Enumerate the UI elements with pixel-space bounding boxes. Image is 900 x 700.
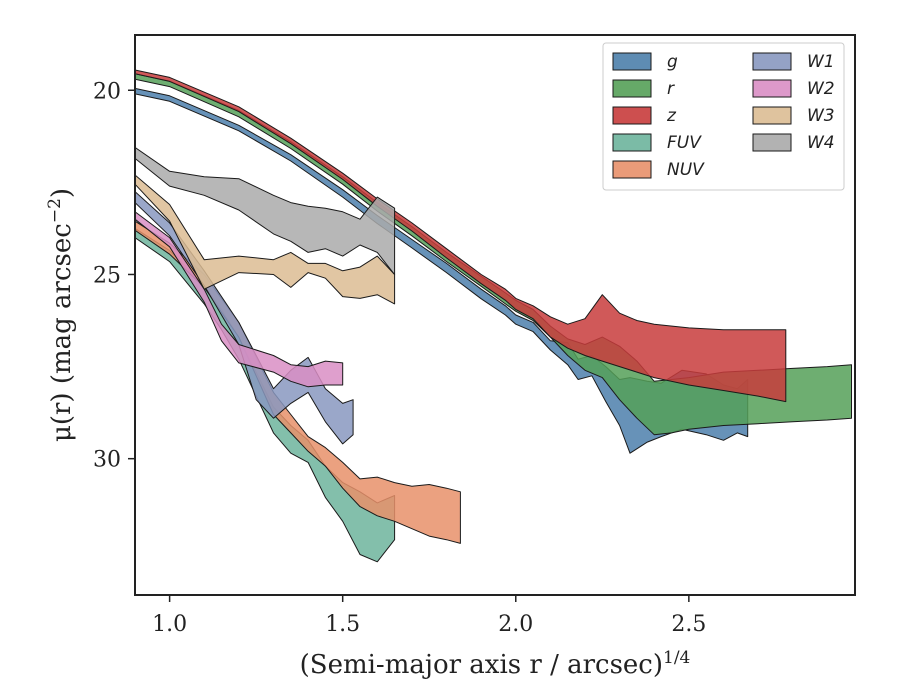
profile-bands [135, 69, 852, 563]
legend-swatch-g [612, 52, 652, 71]
legend-label-g: g [667, 52, 678, 72]
y-tick-label: 20 [93, 79, 121, 104]
legend-swatch-z [612, 106, 652, 125]
plot-frame [134, 34, 856, 596]
legend-swatch-w1 [752, 52, 792, 71]
x-axis-ticks: 1.0 1.5 2.0 2.5 [152, 595, 706, 637]
y-axis-label: μ(r) (mag arcsec−2) [45, 188, 77, 442]
band-w2 [135, 211, 344, 388]
legend-label-z: z [666, 106, 677, 126]
x-tick-label: 1.5 [325, 612, 360, 637]
legend-label-w2: W2 [807, 79, 835, 99]
y-tick-label: 30 [93, 448, 121, 473]
legend-label-fuv: FUV [667, 133, 702, 153]
legend-swatch-w3 [752, 106, 792, 125]
legend-swatch-fuv [612, 133, 652, 152]
legend-swatch-nuv [612, 160, 652, 179]
legend-swatch-r [612, 79, 652, 98]
x-axis-label: (Semi-major axis r / arcsec)1/4 [300, 648, 691, 680]
legend-label-nuv: NUV [667, 160, 705, 180]
x-tick-label: 2.0 [498, 612, 533, 637]
legend-label-w3: W3 [807, 106, 835, 126]
x-tick-label: 1.0 [152, 612, 187, 637]
legend-label-w1: W1 [807, 52, 835, 72]
legend-label-r: r [667, 79, 675, 99]
legend: grz FUV NUV W1 W2 W3 W4 [602, 42, 845, 191]
legend-swatch-w2 [752, 79, 792, 98]
legend-label-w4: W4 [807, 133, 835, 153]
band-w3 [135, 174, 396, 305]
x-tick-label: 2.5 [671, 612, 706, 637]
y-axis-ticks: 20 25 30 [93, 79, 135, 473]
band-z [135, 69, 787, 403]
y-tick-label: 25 [93, 263, 121, 288]
band-w4 [135, 146, 396, 275]
legend-swatch-w4 [752, 133, 792, 152]
